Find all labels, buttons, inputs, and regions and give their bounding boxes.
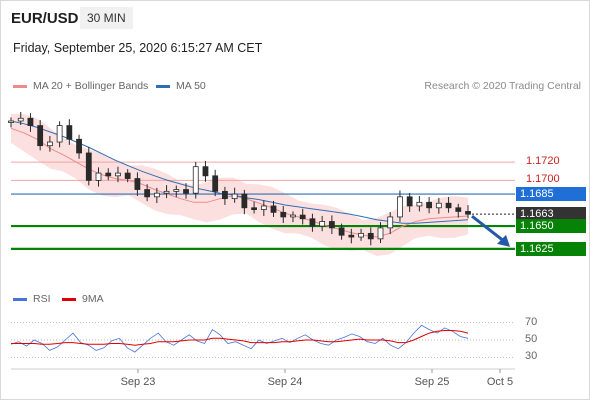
candle-body xyxy=(406,196,413,207)
chart-header: EUR/USD 30 MIN xyxy=(0,0,590,36)
candle-body xyxy=(95,172,102,181)
candle-body xyxy=(27,117,34,126)
source-credit: Research © 2020 Trading Central xyxy=(424,80,581,92)
timestamp: Friday, September 25, 2020 6:15:27 AM CE… xyxy=(13,41,263,55)
candle-body xyxy=(163,190,170,194)
ma50-legend-swatch xyxy=(156,84,170,88)
candle-body xyxy=(183,189,189,194)
candle-body xyxy=(153,192,160,198)
candle-body xyxy=(85,152,92,181)
candle-body xyxy=(202,166,209,177)
candle-body xyxy=(290,214,296,218)
candle-body xyxy=(367,232,374,240)
candle-body xyxy=(455,207,462,212)
pivot-badge: 1.1685 xyxy=(516,187,586,202)
candle-body xyxy=(416,201,423,207)
candle-body xyxy=(387,216,394,229)
candle-body xyxy=(8,120,14,123)
candle-body xyxy=(56,125,63,143)
rsi-ma9-line xyxy=(11,330,469,346)
candle-body xyxy=(212,175,219,192)
resistance-label: 1.1720 xyxy=(526,155,560,168)
candle-body xyxy=(105,172,112,177)
ma9-legend-label: 9MA xyxy=(82,293,104,305)
timeframe-badge[interactable]: 30 MIN xyxy=(80,7,133,29)
candle-body xyxy=(124,172,131,179)
time-tick-label: Oct 5 xyxy=(486,376,514,388)
candle-body xyxy=(465,211,471,215)
last-price-badge: 1.1663 xyxy=(516,207,586,222)
instrument-title: EUR/USD xyxy=(11,10,79,27)
rsi-line xyxy=(10,324,469,353)
forecast-arrow-head xyxy=(497,234,510,247)
candle-body xyxy=(76,138,82,154)
candle-body xyxy=(173,189,180,192)
candle-body xyxy=(280,211,287,218)
candle-body xyxy=(192,166,199,194)
rsi-tick-label: 30 xyxy=(525,350,538,363)
support-badge: 1.1625 xyxy=(516,241,586,256)
candle-body xyxy=(144,189,151,198)
bollinger-band xyxy=(11,113,468,256)
ma9-legend: 9MA xyxy=(62,293,104,305)
candle-body xyxy=(115,172,121,177)
ma50-legend: MA 50 xyxy=(156,80,206,92)
rsi-legend-swatch xyxy=(13,297,27,301)
candle-body xyxy=(328,221,335,229)
rsi-legend-label: RSI xyxy=(33,293,51,305)
ma9-legend-swatch xyxy=(62,297,76,301)
time-tick-label: Sep 25 xyxy=(414,376,450,388)
ma20-legend-label: MA 20 + Bollinger Bands xyxy=(33,80,149,92)
candle-body xyxy=(270,205,277,213)
resistance-label: 1.1700 xyxy=(526,173,560,186)
candle-body xyxy=(134,178,141,190)
candle-body xyxy=(397,196,403,218)
candle-body xyxy=(222,190,228,200)
candle-body xyxy=(348,234,355,238)
time-tick-label: Sep 23 xyxy=(120,376,156,388)
ma20-legend-swatch xyxy=(13,84,27,88)
candle-body xyxy=(426,201,433,209)
forecast-arrow-line xyxy=(471,214,506,244)
candle-body xyxy=(17,117,24,122)
time-tick-label: Sep 24 xyxy=(267,376,303,388)
rsi-tick-label: 70 xyxy=(525,315,538,328)
candle-body xyxy=(251,207,257,211)
candle-body xyxy=(66,125,73,140)
candle-body xyxy=(377,227,384,240)
rsi-tick-label: 50 xyxy=(525,333,538,345)
candle-body xyxy=(231,193,238,200)
rsi-legend: RSI xyxy=(13,293,51,305)
candle-body xyxy=(299,214,306,220)
candle-body xyxy=(435,202,442,209)
ma50-legend-label: MA 50 xyxy=(176,80,206,92)
support-badge: 1.1650 xyxy=(516,219,586,234)
candle-body xyxy=(241,193,248,209)
candle-body xyxy=(260,205,267,211)
candle-body xyxy=(445,202,452,209)
candle-body xyxy=(46,141,53,147)
candle-body xyxy=(37,125,44,147)
candle-body xyxy=(319,221,326,227)
candle-body xyxy=(358,232,364,238)
candle-body xyxy=(338,227,345,236)
candle-body xyxy=(309,218,316,227)
ma20-legend: MA 20 + Bollinger Bands xyxy=(13,80,148,92)
